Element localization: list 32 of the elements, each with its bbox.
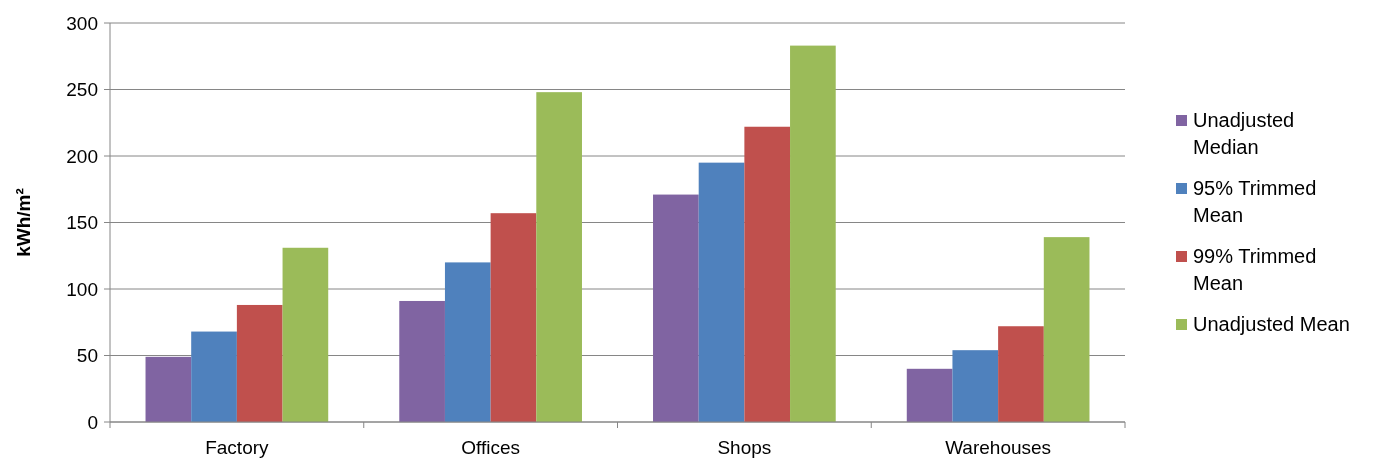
legend-label: Unadjusted Mean	[1193, 313, 1350, 335]
y-tick-label: 50	[76, 345, 98, 367]
bar	[282, 247, 329, 422]
x-tick-label: Shops	[717, 437, 772, 458]
bar	[191, 331, 237, 422]
bar	[906, 368, 953, 422]
bar	[536, 92, 582, 422]
bar	[399, 300, 445, 422]
y-tick-label: 300	[66, 12, 98, 34]
bar	[698, 162, 745, 422]
y-tick-label: 0	[87, 411, 98, 433]
legend-label: Unadjusted Median	[1193, 109, 1295, 158]
y-axis-title: kWh/m²	[13, 188, 34, 257]
legend-label: 99% Trimmed Mean	[1193, 245, 1317, 294]
bar	[744, 126, 791, 422]
bar	[653, 194, 699, 422]
x-tick-label: Offices	[461, 437, 521, 458]
x-tick-label: Factory	[205, 437, 270, 458]
bar	[998, 326, 1044, 422]
y-tick-label: 250	[66, 79, 98, 101]
bar	[490, 213, 537, 422]
bar	[236, 304, 283, 422]
bar	[444, 262, 491, 422]
bar	[1043, 237, 1090, 422]
legend-label: 95% Trimmed Mean	[1193, 177, 1317, 226]
y-tick-label: 100	[66, 278, 98, 300]
bar	[952, 350, 999, 422]
bar	[790, 45, 836, 422]
y-tick-label: 200	[66, 145, 98, 167]
y-tick-label: 150	[66, 212, 98, 234]
x-tick-label: Warehouses	[945, 437, 1052, 458]
bar	[145, 356, 192, 422]
